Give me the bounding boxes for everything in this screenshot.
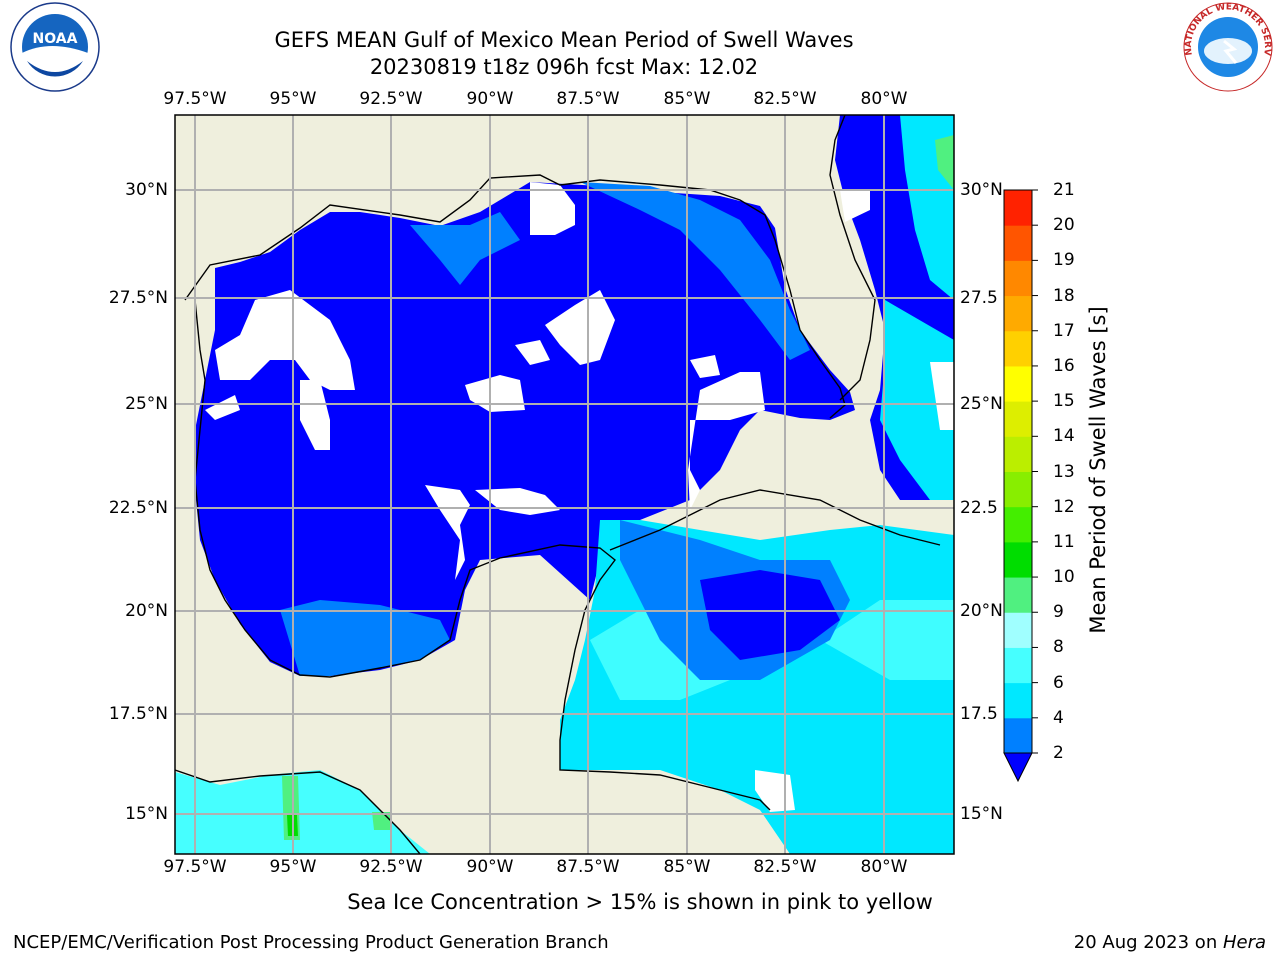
lat-label-left: 17.5°N	[108, 704, 168, 724]
lon-label-top: 85°W	[663, 89, 711, 109]
lon-label-top: 90°W	[466, 89, 514, 109]
lat-label-left: 25°N	[125, 394, 168, 414]
lon-label-bottom: 92.5°W	[359, 857, 423, 877]
colorbar-tick-label: 12	[1053, 496, 1075, 517]
lon-label-top: 92.5°W	[359, 89, 423, 109]
nws-logo: NATIONAL WEATHER SERVICE	[1183, 2, 1273, 92]
lat-label-left: 20°N	[125, 601, 168, 621]
lon-label-bottom: 95°W	[269, 857, 317, 877]
lat-label-right: 15°N	[960, 804, 1003, 824]
colorbar-band	[1004, 436, 1032, 472]
chart-title: GEFS MEAN Gulf of Mexico Mean Period of …	[274, 28, 854, 52]
colorbar-tick-label: 4	[1053, 707, 1064, 728]
atlantic-green	[935, 135, 954, 190]
credit-host: Hera	[1222, 932, 1266, 953]
lon-label-bottom: 82.5°W	[753, 857, 817, 877]
colorbar-band	[1004, 577, 1032, 613]
colorbar-tick-label: 9	[1053, 602, 1064, 623]
map-area	[175, 115, 954, 854]
pacific-water	[175, 770, 430, 854]
lat-label-right: 30°N	[960, 180, 1003, 200]
colorbar-tick-label: 6	[1053, 672, 1064, 693]
lon-label-bottom: 85°W	[663, 857, 711, 877]
credit-date: 20 Aug 2023 on Hera	[1074, 932, 1266, 953]
colorbar-band	[1004, 541, 1032, 578]
lon-label-bottom: 97.5°W	[163, 857, 227, 877]
colorbar-band	[1004, 471, 1032, 508]
credit-branch: NCEP/EMC/Verification Post Processing Pr…	[13, 932, 609, 953]
gulf-water	[195, 182, 855, 676]
caribbean-gyre-core	[700, 570, 840, 660]
colorbar-band	[1004, 365, 1032, 402]
colorbar-tick-label: 20	[1053, 215, 1075, 236]
gridlines	[175, 115, 954, 854]
colorbar-tick-label: 13	[1053, 461, 1075, 482]
colorbar-tick-label: 16	[1053, 355, 1075, 376]
colorbar-band	[1004, 190, 1032, 226]
lon-label-bottom: 90°W	[466, 857, 514, 877]
colorbar-band	[1004, 717, 1032, 754]
colorbar-tick-label: 19	[1053, 250, 1075, 271]
lat-label-left: 27.5°N	[108, 288, 168, 308]
lon-label-top: 87.5°W	[556, 89, 620, 109]
lat-label-left: 22.5°N	[108, 498, 168, 518]
credit-date-text: 20 Aug 2023 on	[1073, 932, 1223, 953]
coastline	[175, 115, 941, 854]
lat-label-left: 15°N	[125, 804, 168, 824]
lat-label-right: 20°N	[960, 601, 1003, 621]
map-frame	[174, 114, 955, 855]
lat-label-right: 25°N	[960, 394, 1003, 414]
colorbar-band	[1004, 330, 1032, 367]
lon-label-bottom: 80°W	[860, 857, 908, 877]
noaa-logo: NOAA	[10, 2, 100, 92]
colorbar-tick-label: 2	[1053, 743, 1064, 763]
lat-label-right: 27.5	[960, 288, 998, 308]
lon-label-top: 82.5°W	[753, 89, 817, 109]
colorbar-band	[1004, 647, 1032, 684]
colorbar-extension	[1003, 752, 1033, 783]
colorbar	[1003, 189, 1038, 783]
colorbar-band	[1004, 682, 1032, 719]
colorbar-tick-label: 8	[1053, 637, 1064, 658]
noaa-logo-text: NOAA	[33, 31, 78, 47]
lon-label-top: 97.5°W	[163, 89, 227, 109]
colorbar-tick-label: 10	[1053, 567, 1075, 588]
colorbar-tick-label: 21	[1053, 180, 1075, 200]
colorbar-band	[1004, 260, 1032, 297]
sea-ice-note: Sea Ice Concentration > 15% is shown in …	[347, 890, 933, 914]
gulf-shelf	[280, 182, 810, 676]
colorbar-band	[1004, 225, 1032, 261]
colorbar-tick-label: 18	[1053, 285, 1075, 306]
no-data-patches	[205, 182, 954, 812]
colorbar-band	[1004, 401, 1032, 437]
colorbar-tick-label: 17	[1053, 320, 1075, 341]
colorbar-label: Mean Period of Swell Waves [s]	[1086, 306, 1110, 634]
lat-label-right: 22.5	[960, 498, 998, 518]
chart-subtitle: 20230819 t18z 096h fcst Max: 12.02	[369, 55, 759, 79]
colorbar-band	[1004, 506, 1032, 543]
colorbar-band	[1004, 612, 1032, 648]
colorbar-tick-label: 14	[1053, 426, 1075, 447]
lat-label-left: 30°N	[125, 180, 168, 200]
colorbar-tick-label: 11	[1053, 531, 1075, 552]
colorbar-band	[1004, 295, 1032, 332]
lat-label-right: 17.5	[960, 704, 998, 724]
lon-label-top: 80°W	[860, 89, 908, 109]
lon-label-top: 95°W	[269, 89, 317, 109]
lon-label-bottom: 87.5°W	[556, 857, 620, 877]
colorbar-tick-label: 15	[1053, 391, 1075, 412]
